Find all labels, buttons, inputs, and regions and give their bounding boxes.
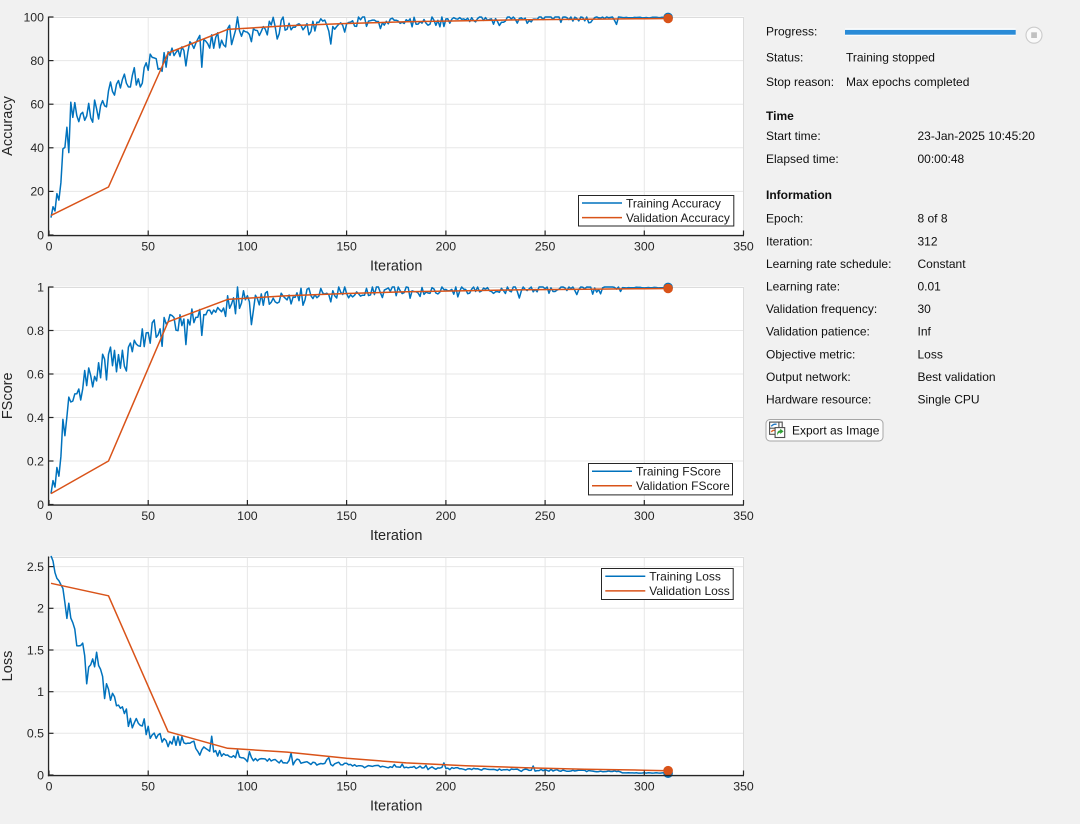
svg-text:Loss: Loss: [918, 347, 943, 361]
svg-text:Epoch:: Epoch:: [766, 212, 803, 226]
svg-text:0: 0: [46, 240, 53, 254]
svg-text:Validation patience:: Validation patience:: [766, 325, 870, 339]
svg-text:300: 300: [634, 509, 655, 523]
svg-text:Training FScore: Training FScore: [636, 465, 721, 479]
svg-text:0.4: 0.4: [27, 411, 44, 425]
svg-text:Output network:: Output network:: [766, 370, 851, 384]
svg-text:40: 40: [30, 141, 44, 155]
svg-text:100: 100: [237, 780, 258, 794]
svg-text:Learning rate:: Learning rate:: [766, 280, 840, 294]
svg-text:8 of 8: 8 of 8: [918, 212, 948, 226]
svg-text:Validation Loss: Validation Loss: [649, 584, 730, 598]
svg-text:23-Jan-2025 10:45:20: 23-Jan-2025 10:45:20: [918, 129, 1036, 143]
svg-text:Validation Accuracy: Validation Accuracy: [626, 211, 730, 225]
svg-text:Elapsed time:: Elapsed time:: [766, 152, 839, 166]
svg-text:Information: Information: [766, 188, 832, 202]
svg-text:Iteration: Iteration: [370, 799, 422, 815]
svg-text:350: 350: [733, 240, 754, 254]
svg-text:300: 300: [634, 780, 655, 794]
svg-text:Export as Image: Export as Image: [792, 424, 880, 438]
svg-text:150: 150: [336, 240, 357, 254]
svg-text:350: 350: [733, 509, 754, 523]
svg-text:Progress:: Progress:: [766, 25, 817, 39]
svg-text:30: 30: [918, 302, 932, 316]
svg-text:Training Loss: Training Loss: [649, 570, 721, 584]
svg-text:100: 100: [237, 509, 258, 523]
svg-text:300: 300: [634, 240, 655, 254]
svg-text:Training Accuracy: Training Accuracy: [626, 196, 721, 210]
svg-text:Time: Time: [766, 109, 794, 123]
svg-text:150: 150: [336, 780, 357, 794]
svg-text:Single CPU: Single CPU: [918, 393, 980, 407]
svg-text:Start time:: Start time:: [766, 129, 821, 143]
svg-text:Objective metric:: Objective metric:: [766, 347, 855, 361]
svg-text:Hardware resource:: Hardware resource:: [766, 393, 871, 407]
svg-text:Iteration: Iteration: [370, 528, 422, 544]
svg-text:250: 250: [535, 780, 556, 794]
svg-text:0: 0: [37, 498, 44, 512]
svg-text:350: 350: [733, 780, 754, 794]
svg-text:Status:: Status:: [766, 50, 803, 64]
svg-text:50: 50: [141, 240, 155, 254]
svg-text:20: 20: [30, 185, 44, 199]
svg-text:100: 100: [237, 240, 258, 254]
svg-text:200: 200: [436, 240, 457, 254]
svg-text:50: 50: [141, 509, 155, 523]
svg-text:Constant: Constant: [918, 257, 967, 271]
svg-text:Learning rate schedule:: Learning rate schedule:: [766, 257, 891, 271]
svg-text:Validation frequency:: Validation frequency:: [766, 302, 877, 316]
svg-text:150: 150: [336, 509, 357, 523]
svg-text:0.6: 0.6: [27, 367, 44, 381]
svg-text:Iteration: Iteration: [370, 259, 422, 275]
svg-text:Loss: Loss: [0, 651, 16, 682]
svg-text:Stop reason:: Stop reason:: [766, 75, 834, 89]
svg-text:FScore: FScore: [0, 372, 16, 419]
svg-text:1: 1: [37, 685, 44, 699]
svg-text:0: 0: [46, 780, 53, 794]
svg-text:Inf: Inf: [918, 325, 932, 339]
svg-text:0.01: 0.01: [918, 280, 942, 294]
svg-text:250: 250: [535, 509, 556, 523]
svg-text:0.2: 0.2: [27, 454, 44, 468]
svg-text:50: 50: [141, 780, 155, 794]
svg-text:312: 312: [918, 234, 938, 248]
svg-text:Best validation: Best validation: [918, 370, 996, 384]
svg-text:0: 0: [37, 768, 44, 782]
svg-text:2: 2: [37, 602, 44, 616]
svg-text:2.5: 2.5: [27, 560, 44, 574]
svg-text:60: 60: [30, 98, 44, 112]
svg-text:00:00:48: 00:00:48: [918, 152, 965, 166]
svg-text:0: 0: [37, 228, 44, 242]
svg-text:0.5: 0.5: [27, 727, 44, 741]
svg-text:200: 200: [436, 780, 457, 794]
svg-text:1: 1: [37, 280, 44, 294]
svg-text:Validation FScore: Validation FScore: [636, 479, 730, 493]
svg-text:200: 200: [436, 509, 457, 523]
svg-text:Training stopped: Training stopped: [846, 50, 935, 64]
svg-text:80: 80: [30, 54, 44, 68]
svg-text:1.5: 1.5: [27, 643, 44, 657]
svg-text:250: 250: [535, 240, 556, 254]
svg-text:0: 0: [46, 509, 53, 523]
svg-text:Accuracy: Accuracy: [0, 95, 16, 155]
svg-text:Max epochs completed: Max epochs completed: [846, 75, 969, 89]
svg-text:100: 100: [23, 10, 44, 24]
svg-text:Iteration:: Iteration:: [766, 234, 813, 248]
svg-text:0.8: 0.8: [27, 324, 44, 338]
